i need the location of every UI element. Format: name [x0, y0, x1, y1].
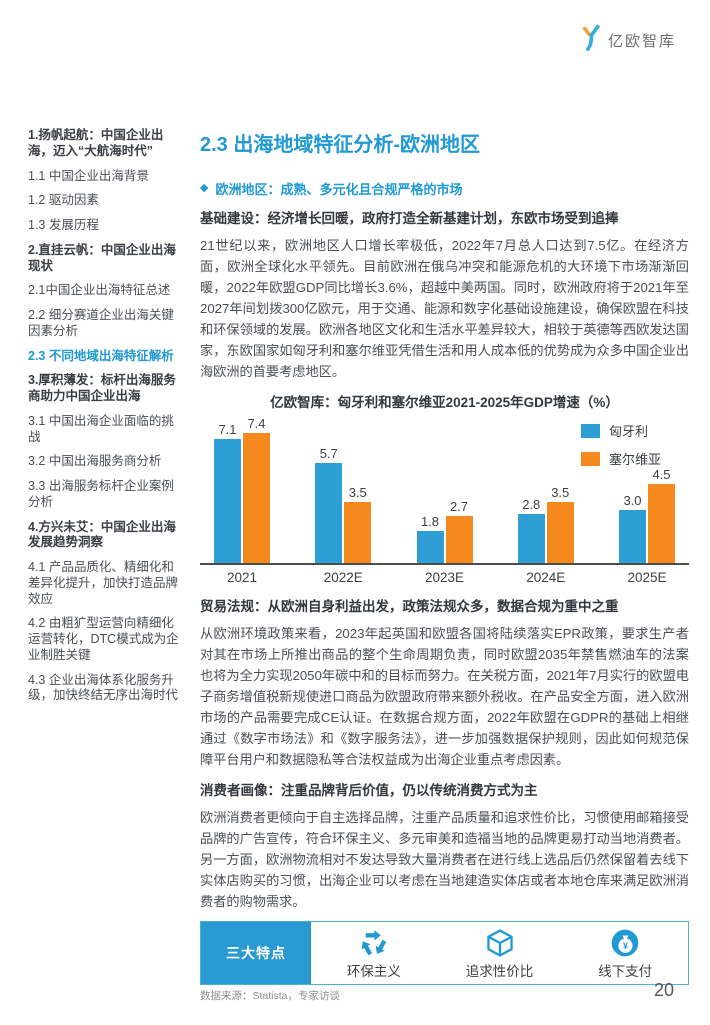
feature-item: 追求性价比: [437, 922, 563, 984]
page-number: 20: [653, 980, 674, 1000]
toc-item: 2.2 细分赛道企业出海关键因素分析: [28, 308, 174, 338]
bar-value-label: 3.5: [348, 485, 367, 500]
gdp-growth-bar-chart: 亿欧智库：匈牙利和塞尔维亚2021-2025年GDP增速（%） 匈牙利 塞尔维亚 …: [200, 391, 689, 585]
bar: [445, 516, 473, 563]
table-of-contents: 1.扬帆起航：中国企业出海，迈入“大航海时代” 1.1 中国企业出海背景 1.2 驱…: [28, 128, 186, 713]
legend-item: 塞尔维亚: [580, 449, 661, 468]
section-subtitle-text: 欧洲地区：成熟、多元化且合规严格的市场: [215, 182, 463, 197]
toc-item: 1.3 发展历程: [28, 218, 99, 232]
feature-label: 追求性价比: [465, 964, 534, 979]
category-label: 2022E: [323, 570, 363, 585]
feature-item: ¥ 线下支付: [562, 922, 688, 984]
toc-item-active: 2.3 不同地域出海特征解析: [28, 348, 174, 363]
bar-column: 3.5: [344, 485, 372, 563]
bar-column: 5.7: [315, 446, 343, 563]
legend-label: 匈牙利: [608, 424, 648, 439]
bar-group: 1.8 2.7: [416, 499, 473, 563]
bar-column: 3.5: [546, 485, 574, 563]
chart-plot-area: 7.1 7.4 5.7 3.5 1.8 2.7 2.8 3.5 3.0 4.5: [200, 416, 689, 565]
main-content: 2.3 出海地域特征分析-欧洲地区 ◆ 欧洲地区：成熟、多元化且合规严格的市场 …: [200, 128, 689, 985]
bar: [344, 502, 372, 563]
paragraph-trade-law: 从欧洲环境政策来看，2023年起英国和欧盟各国将陆续落实EPR政策，要求生产者对…: [200, 626, 689, 767]
bar-group: 3.0 4.5: [619, 467, 675, 563]
section-heading-consumer: 消费者画像：注重品牌背后价值，仍以传统消费方式为主: [200, 783, 538, 798]
bar: [214, 439, 241, 563]
bar-column: 2.8: [517, 497, 545, 563]
bar: [416, 531, 444, 563]
bar-value-label: 3.0: [623, 493, 642, 508]
category-label: 2025E: [627, 570, 667, 585]
toc-item: 4.3 企业出海体系化服务升级，加快终结无序出海时代: [28, 672, 179, 703]
bar-value-label: 7.4: [247, 416, 266, 431]
paragraph-infrastructure: 21世纪以来，欧洲地区人口增长率极低，2022年7月总人口达到7.5亿。在经济方…: [200, 238, 689, 379]
chart-legend: 匈牙利 塞尔维亚: [580, 421, 661, 468]
bar: [517, 514, 545, 563]
toc-item: 4.1 产品品质化、精细化和差异化提升，加快打造品牌效应: [28, 560, 179, 606]
toc-item: 1.1 中国企业出海背景: [28, 168, 149, 183]
toc-item: 3.1 中国出海企业面临的挑战: [28, 413, 174, 444]
bar-column: 1.8: [416, 514, 444, 563]
bar-value-label: 3.5: [551, 485, 570, 500]
bar-value-label: 4.5: [652, 467, 671, 482]
legend-item: 匈牙利: [580, 421, 661, 440]
legend-swatch: [580, 451, 600, 466]
legend-swatch: [580, 423, 600, 438]
bar: [648, 484, 675, 563]
feature-label: 线下支付: [598, 964, 653, 979]
category-label: 2021: [226, 570, 258, 585]
category-label: 2024E: [526, 570, 566, 585]
toc-item: 3.厚积薄发：标杆出海服务商助力中国企业出海: [28, 373, 176, 403]
toc-item: 3.2 中国出海服务商分析: [28, 454, 162, 469]
chart-x-axis-labels: 2021 2022E 2023E 2024E 2025E: [200, 570, 689, 585]
page-title: 2.3 出海地域特征分析-欧洲地区: [200, 134, 481, 156]
bar: [243, 433, 270, 563]
brand-logo-icon: [579, 24, 603, 56]
category-label: 2023E: [424, 570, 465, 585]
bar-group: 2.8 3.5: [517, 485, 574, 563]
bar-value-label: 7.1: [218, 422, 237, 437]
svg-text:¥: ¥: [623, 941, 628, 951]
bar: [315, 463, 343, 563]
toc-item: 2.直挂云帆：中国企业出海现状: [28, 242, 176, 273]
bar: [619, 510, 646, 563]
bar-value-label: 1.8: [420, 514, 440, 529]
data-source-note: 数据来源：Statista，专家访谈: [200, 990, 341, 1002]
section-heading-infrastructure: 基础建设：经济增长回暖，政府打造全新基建计划，东欧市场受到追捧: [200, 211, 619, 226]
toc-item: 3.3 出海服务标杆企业案例分析: [28, 479, 174, 509]
cube-icon: [484, 926, 516, 959]
bar-column: 2.7: [445, 499, 473, 563]
recycle-icon: [358, 926, 389, 959]
feature-items: 环保主义 追求性价比 ¥ 线下支付: [311, 922, 688, 984]
bar: [546, 502, 574, 563]
features-tag: 三大特点: [201, 922, 311, 984]
three-features-box: 三大特点 环保主义 追求性价比 ¥ 线下支付: [200, 921, 689, 985]
moneybag-icon: ¥: [609, 926, 641, 959]
brand-logo-text: 亿欧智库: [607, 33, 676, 50]
bar-value-label: 2.7: [449, 499, 469, 514]
toc-item: 4.方兴未艾：中国企业出海发展趋势洞察: [28, 519, 176, 550]
section-heading-trade-law: 贸易法规：从欧洲自身利益出发，政策法规众多，数据合规为重中之重: [200, 599, 619, 614]
bar-group: 7.1 7.4: [214, 416, 270, 563]
feature-label: 环保主义: [346, 964, 401, 979]
feature-item: 环保主义: [311, 922, 437, 984]
toc-item: 4.2 由粗犷型运营向精细化运营转化，DTC模式成为企业制胜关键: [28, 616, 179, 662]
bar-column: 7.1: [214, 422, 241, 563]
bar-column: 7.4: [243, 416, 270, 563]
toc-item: 2.1中国企业出海特征总述: [28, 283, 171, 298]
toc-item: 1.2 驱动因素: [28, 193, 99, 208]
paragraph-consumer: 欧洲消费者更倾向于自主选择品牌，注重产品质量和追求性价比，习惯使用邮箱接受品牌的…: [200, 810, 689, 909]
bar-column: 3.0: [619, 493, 646, 563]
brand-logo: 亿欧智库: [579, 24, 676, 56]
toc-item: 1.扬帆起航：中国企业出海，迈入“大航海时代”: [28, 128, 164, 158]
bar-value-label: 2.8: [522, 497, 541, 512]
legend-label: 塞尔维亚: [608, 452, 661, 467]
bar-group: 5.7 3.5: [315, 446, 372, 563]
bar-value-label: 5.7: [319, 446, 338, 461]
section-subtitle: ◆ 欧洲地区：成熟、多元化且合规严格的市场: [200, 179, 689, 198]
diamond-icon: ◆: [200, 182, 209, 194]
bar-column: 4.5: [648, 467, 675, 563]
chart-title: 亿欧智库：匈牙利和塞尔维亚2021-2025年GDP增速（%）: [270, 395, 619, 410]
